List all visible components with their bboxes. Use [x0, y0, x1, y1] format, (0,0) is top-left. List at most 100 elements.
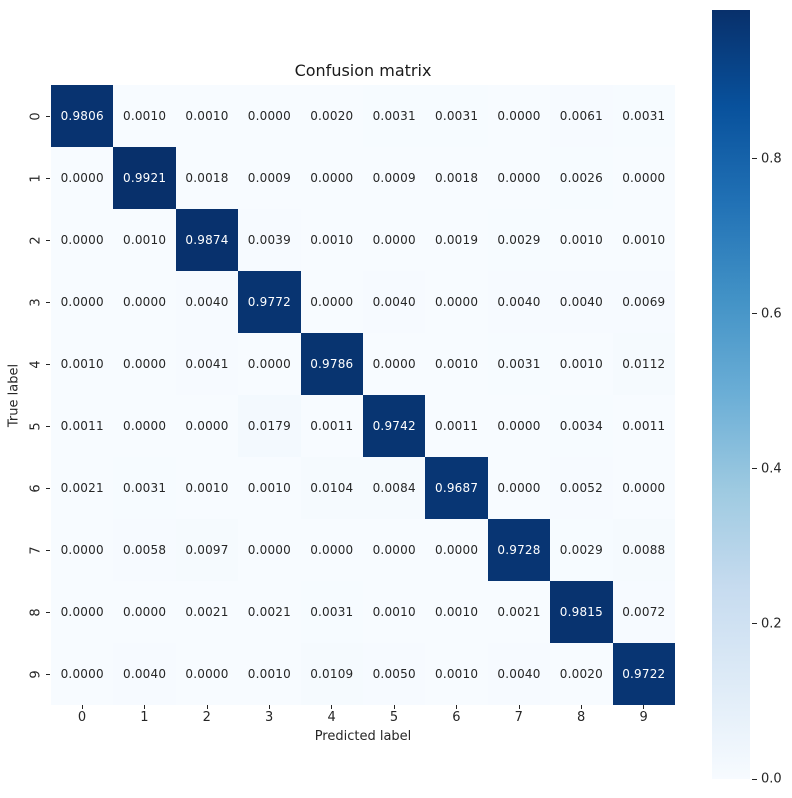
- heatmap-cell: 0.0000: [51, 147, 114, 209]
- heatmap-cell: 0.0040: [487, 271, 551, 333]
- heatmap-cell: 0.0000: [113, 271, 176, 333]
- colorbar-tick-label: 0.6: [761, 306, 782, 322]
- heatmap-cell: 0.0000: [51, 209, 114, 271]
- x-tick-label: 3: [265, 710, 274, 725]
- heatmap-cell: 0.0031: [612, 85, 675, 147]
- y-tick-mark: [46, 549, 50, 551]
- y-tick-mark: [46, 115, 50, 117]
- heatmap-cell: 0.0097: [175, 519, 239, 581]
- x-tick-mark: [144, 705, 146, 709]
- heatmap-cell: 0.0010: [425, 333, 488, 395]
- heatmap-cell: 0.0010: [238, 643, 301, 705]
- heatmap-cell: 0.9921: [113, 147, 176, 209]
- heatmap-cell: 0.0010: [612, 209, 675, 271]
- y-tick-mark: [46, 177, 50, 179]
- heatmap-cell: 0.0000: [300, 519, 363, 581]
- heatmap-cell: 0.0010: [300, 209, 363, 271]
- y-tick-mark: [46, 363, 50, 365]
- heatmap-cell: 0.9806: [51, 85, 114, 147]
- y-tick-label: 3: [28, 297, 44, 307]
- heatmap-cell: 0.0010: [175, 457, 239, 519]
- heatmap-cell: 0.0011: [612, 395, 675, 457]
- x-tick-mark: [580, 705, 582, 709]
- heatmap-cell: 0.0010: [550, 333, 613, 395]
- heatmap-cell: 0.0000: [300, 147, 363, 209]
- heatmap-cell: 0.0000: [425, 271, 488, 333]
- heatmap-cell: 0.0000: [363, 519, 426, 581]
- y-tick-label: 6: [28, 483, 44, 493]
- heatmap-cell: 0.0041: [175, 333, 239, 395]
- heatmap-cell: 0.0010: [51, 333, 114, 395]
- x-tick-label: 8: [577, 710, 586, 725]
- x-tick-mark: [81, 705, 83, 709]
- heatmap-cell: 0.0000: [51, 643, 114, 705]
- heatmap-cell: 0.0018: [175, 147, 239, 209]
- heatmap-cell: 0.0061: [550, 85, 613, 147]
- heatmap-cell: 0.0010: [113, 209, 176, 271]
- heatmap-cell: 0.0000: [238, 519, 301, 581]
- heatmap-cell: 0.0031: [363, 85, 426, 147]
- heatmap-cell: 0.0000: [363, 333, 426, 395]
- heatmap-cell: 0.0000: [113, 581, 176, 643]
- heatmap-cell: 0.0112: [612, 333, 675, 395]
- heatmap-cell: 0.0018: [425, 147, 488, 209]
- heatmap-cell: 0.0040: [175, 271, 239, 333]
- y-tick-label: 4: [28, 359, 44, 369]
- x-tick-mark: [518, 705, 520, 709]
- heatmap-cell: 0.0010: [363, 581, 426, 643]
- heatmap-cell: 0.0020: [300, 85, 363, 147]
- x-tick-label: 4: [327, 710, 336, 725]
- heatmap-cell: 0.0050: [363, 643, 426, 705]
- x-axis-label: Predicted label: [314, 729, 412, 744]
- x-tick-label: 0: [77, 710, 87, 725]
- heatmap-cell: 0.0011: [300, 395, 363, 457]
- heatmap-cell: 0.9772: [238, 271, 301, 333]
- y-tick-label: 5: [28, 421, 44, 431]
- heatmap-cell: 0.0010: [238, 457, 301, 519]
- colorbar-tick-mark: [752, 623, 757, 625]
- y-tick-mark: [46, 425, 50, 427]
- x-tick-mark: [456, 705, 458, 709]
- heatmap-cell: 0.9722: [612, 643, 675, 705]
- heatmap-cell: 0.0026: [550, 147, 613, 209]
- heatmap-cell: 0.0011: [51, 395, 114, 457]
- heatmap-cell: 0.0088: [612, 519, 675, 581]
- heatmap-cell: 0.0000: [113, 395, 176, 457]
- colorbar-tick-label: 0.4: [761, 461, 782, 477]
- heatmap-cell: 0.0000: [238, 85, 301, 147]
- heatmap-cell: 0.0000: [612, 457, 675, 519]
- heatmap-cell: 0.0000: [487, 395, 551, 457]
- x-tick-label: 2: [202, 710, 211, 725]
- x-tick-label: 5: [389, 710, 399, 725]
- colorbar-tick-mark: [752, 468, 757, 470]
- heatmap-cell: 0.0000: [51, 519, 114, 581]
- heatmap-cell: 0.0000: [175, 395, 239, 457]
- heatmap-cell: 0.0029: [487, 209, 551, 271]
- heatmap-cell: 0.0009: [238, 147, 301, 209]
- heatmap-cell: 0.0010: [175, 85, 239, 147]
- heatmap-cell: 0.0031: [487, 333, 551, 395]
- heatmap-cell: 0.0000: [238, 333, 301, 395]
- heatmap-cell: 0.0000: [487, 85, 551, 147]
- heatmap-cell: 0.0021: [175, 581, 239, 643]
- heatmap-cell: 0.0000: [425, 519, 488, 581]
- y-tick-label: 0: [28, 111, 44, 121]
- heatmap-cell: 0.0000: [612, 147, 675, 209]
- heatmap-cell: 0.0010: [113, 85, 176, 147]
- heatmap-cell: 0.0021: [238, 581, 301, 643]
- heatmap-cell: 0.0084: [363, 457, 426, 519]
- heatmap-cell: 0.9687: [425, 457, 488, 519]
- heatmap-cell: 0.0040: [550, 271, 613, 333]
- y-tick-mark: [46, 301, 50, 303]
- heatmap-cell: 0.0020: [550, 643, 613, 705]
- heatmap-cell: 0.0000: [300, 271, 363, 333]
- heatmap-cell: 0.0104: [300, 457, 363, 519]
- heatmap-cell: 0.9815: [550, 581, 613, 643]
- y-tick-mark: [46, 487, 50, 489]
- x-tick-label: 6: [452, 710, 461, 725]
- x-tick-mark: [268, 705, 270, 709]
- heatmap-cell: 0.0040: [363, 271, 426, 333]
- y-tick-label: 1: [28, 173, 44, 183]
- heatmap-cell: 0.0000: [51, 581, 114, 643]
- heatmap-cell: 0.0058: [113, 519, 176, 581]
